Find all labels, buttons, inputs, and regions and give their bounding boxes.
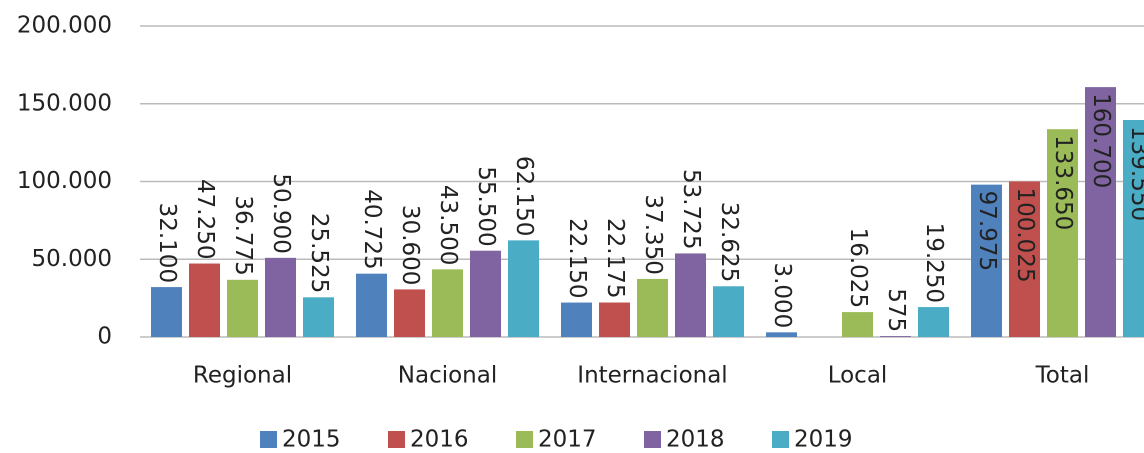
bar [561, 302, 592, 337]
bar [356, 273, 387, 337]
data-label: 160.700 [1088, 93, 1114, 188]
legend-swatch [388, 431, 405, 448]
bar [189, 263, 220, 337]
legend-swatch [644, 431, 661, 448]
data-label: 37.350 [640, 194, 666, 274]
bar [1009, 181, 1040, 337]
data-label: 19.250 [921, 223, 947, 303]
bar [151, 287, 182, 337]
bar [432, 269, 463, 337]
legend-label: 2017 [538, 427, 597, 453]
legend-label: 2018 [666, 427, 725, 453]
bar [508, 240, 539, 337]
data-label: 575 [883, 288, 909, 332]
bar [842, 312, 873, 337]
data-label: 50.900 [268, 173, 294, 253]
data-label: 47.250 [192, 179, 218, 259]
bar [918, 307, 949, 337]
bar [675, 253, 706, 337]
bar [766, 332, 797, 337]
data-label: 25.525 [306, 213, 332, 293]
data-label: 100.025 [1012, 187, 1038, 282]
data-label: 53.725 [678, 169, 704, 249]
bar [303, 297, 334, 337]
data-label: 97.975 [974, 191, 1000, 271]
data-label: 40.725 [359, 189, 385, 269]
data-label: 43.500 [435, 185, 461, 265]
data-label: 16.025 [845, 228, 871, 308]
x-tick-label: Nacional [398, 363, 497, 389]
bar [1047, 129, 1078, 337]
bar [1123, 119, 1144, 337]
y-tick-label: 50.000 [32, 246, 112, 272]
bar [470, 250, 501, 337]
x-tick-label: Regional [193, 363, 292, 389]
bar [971, 184, 1002, 337]
bar [394, 289, 425, 337]
data-label: 30.600 [397, 205, 423, 285]
legend-swatch [772, 431, 789, 448]
x-tick-label: Local [828, 363, 888, 389]
data-label: 139.550 [1126, 126, 1144, 221]
bar [880, 336, 911, 337]
y-tick-label: 150.000 [17, 90, 112, 116]
legend-label: 2016 [410, 427, 469, 453]
legend-label: 2019 [794, 427, 853, 453]
bar [599, 302, 630, 337]
x-tick-label: Total [1035, 363, 1090, 389]
legend-label: 2015 [282, 427, 341, 453]
data-label: 22.175 [602, 218, 628, 298]
bar [1085, 87, 1116, 337]
y-tick-label: 0 [97, 324, 112, 350]
data-label: 133.650 [1050, 135, 1076, 230]
data-label: 55.500 [473, 166, 499, 246]
data-label: 32.625 [716, 202, 742, 282]
bar [713, 286, 744, 337]
data-label: 32.100 [154, 203, 180, 283]
y-tick-label: 100.000 [17, 168, 112, 194]
x-tick-label: Internacional [577, 363, 727, 389]
data-label: 3.000 [769, 262, 795, 328]
data-label: 36.775 [230, 195, 256, 275]
legend-swatch [516, 431, 533, 448]
bar [265, 257, 296, 337]
y-tick-label: 200.000 [17, 13, 112, 39]
bar [227, 279, 258, 337]
bar [637, 278, 668, 337]
data-label: 22.150 [564, 218, 590, 298]
data-label: 62.150 [511, 156, 537, 236]
legend-swatch [260, 431, 277, 448]
